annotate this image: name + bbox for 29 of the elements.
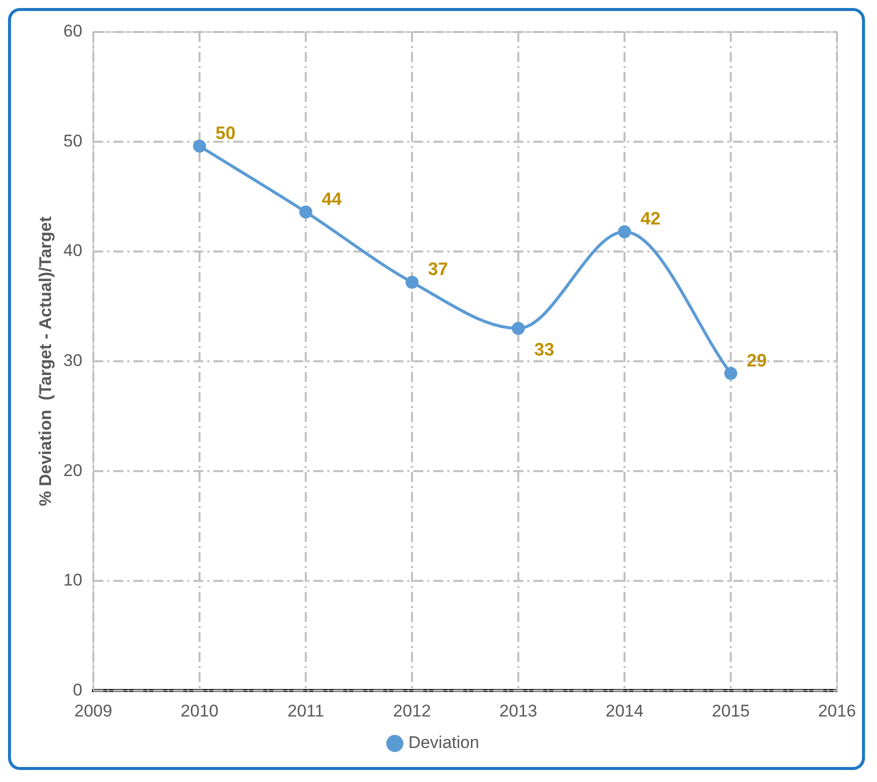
x-tick-label: 2011 (288, 701, 324, 720)
point (299, 206, 312, 219)
y-tick-label: 50 (63, 131, 82, 150)
point (724, 366, 738, 380)
data-label: 37 (428, 259, 448, 280)
data-label: 29 (746, 350, 767, 370)
point (406, 276, 419, 289)
x-tick-label: 2012 (393, 701, 431, 720)
legend-label: Deviation (408, 733, 480, 752)
point (618, 225, 632, 238)
x-tick-label: 2013 (499, 701, 538, 720)
x-tick-label: 2016 (818, 701, 856, 720)
data-label: 44 (322, 188, 342, 209)
point (193, 140, 206, 153)
y-tick-label: 20 (63, 460, 82, 480)
y-tick-label: 10 (63, 570, 82, 590)
y-tick-label: 30 (63, 350, 82, 370)
point (512, 322, 525, 335)
y-tick-label: 0 (72, 680, 82, 700)
data-label: 42 (640, 208, 661, 229)
x-tick-label: 2014 (606, 701, 644, 720)
data-label: 50 (216, 123, 236, 144)
y-axis-title: % Deviation (Target - Actual)/Target (36, 216, 55, 506)
y-tick-label: 40 (63, 241, 82, 260)
x-tick-label: 2009 (74, 701, 112, 720)
data-label: 33 (534, 339, 554, 360)
y-tick-label: 60 (63, 22, 82, 41)
x-tick-label: 2010 (180, 701, 218, 720)
x-tick-label: 2015 (712, 701, 750, 720)
